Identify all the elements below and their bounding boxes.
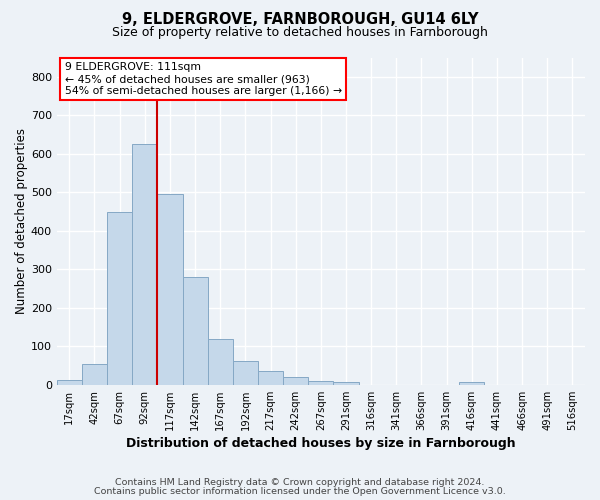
Bar [182,277,208,385]
Bar [157,194,182,385]
X-axis label: Distribution of detached houses by size in Farnborough: Distribution of detached houses by size … [126,437,515,450]
Bar [233,360,258,385]
Bar [57,380,82,385]
Bar [258,372,283,385]
Bar [208,340,233,385]
Y-axis label: Number of detached properties: Number of detached properties [15,128,28,314]
Bar [334,382,359,385]
Text: Contains public sector information licensed under the Open Government Licence v3: Contains public sector information licen… [94,487,506,496]
Text: 9 ELDERGROVE: 111sqm
← 45% of detached houses are smaller (963)
54% of semi-deta: 9 ELDERGROVE: 111sqm ← 45% of detached h… [65,62,342,96]
Text: 9, ELDERGROVE, FARNBOROUGH, GU14 6LY: 9, ELDERGROVE, FARNBOROUGH, GU14 6LY [122,12,478,26]
Bar [459,382,484,385]
Bar [132,144,157,385]
Bar [82,364,107,385]
Bar [107,212,132,385]
Text: Contains HM Land Registry data © Crown copyright and database right 2024.: Contains HM Land Registry data © Crown c… [115,478,485,487]
Bar [283,377,308,385]
Bar [308,381,334,385]
Text: Size of property relative to detached houses in Farnborough: Size of property relative to detached ho… [112,26,488,39]
